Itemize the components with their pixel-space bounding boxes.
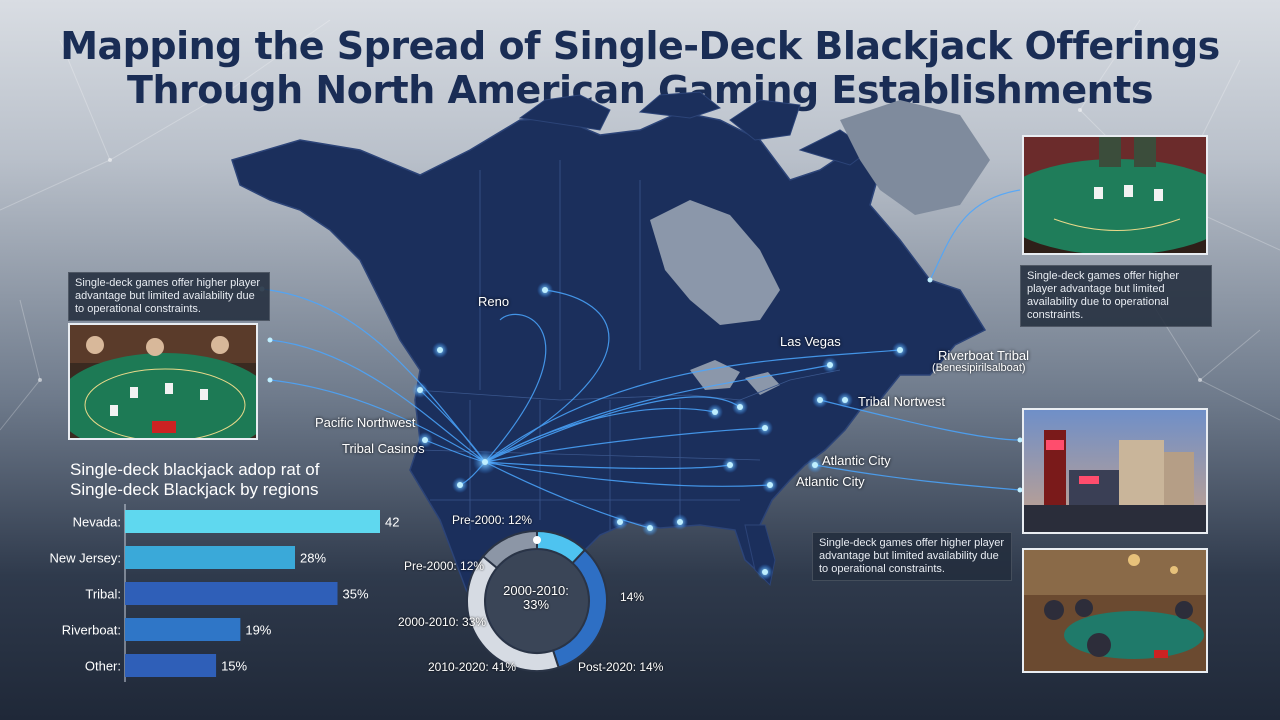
title-line-1: Mapping the Spread of Single-Deck Blackj… [60, 24, 1220, 68]
bar-value-label: 35% [343, 587, 369, 602]
connector-lines [261, 189, 1021, 529]
photo-table-right [1022, 135, 1208, 255]
casino-points [259, 277, 1023, 580]
donut-marker [533, 536, 541, 544]
bar-2 [125, 582, 338, 605]
title-line-2: Through North American Gaming Establishm… [127, 68, 1153, 112]
donut-hole [486, 550, 588, 652]
bar-value-label: 19% [245, 623, 271, 638]
bar-chart-title: Single-deck blackjack adop rat of Single… [70, 460, 320, 499]
label-tribal-casinos: Tribal Casinos [342, 441, 425, 456]
page-title: Mapping the Spread of Single-Deck Blackj… [0, 24, 1280, 112]
casino-exterior-icon [1024, 410, 1206, 532]
casino-room-icon [1024, 550, 1206, 671]
donut-label-pre2000: Pre-2000: 12% [404, 559, 485, 573]
donut-center-label: 2000-2010: 33% [503, 583, 569, 612]
blackjack-table-icon-right [1024, 137, 1206, 253]
donut-label-14: 14% [620, 590, 645, 604]
bar-category-label: Tribal: [85, 587, 121, 602]
photo-casino-exterior [1022, 408, 1208, 534]
note-right-bottom: Single-deck games offer higher player ad… [812, 532, 1012, 581]
bar-0 [125, 510, 380, 533]
bar-4 [125, 654, 217, 677]
blackjack-table-icon [70, 325, 256, 438]
bar-value-label: 15% [221, 659, 247, 674]
label-atlantic-city-2: Atlantic City [796, 474, 865, 489]
bar-chart: Nevada: 42% New Jersey: 28% Tribal: 35% Riverb… [49, 504, 400, 682]
donut-chart [466, 529, 608, 672]
bar-category-label: Nevada: [73, 515, 121, 530]
arctic-islands [518, 91, 871, 166]
note-left: Single-deck games offer higher player ad… [68, 272, 270, 321]
label-tribal-nortwest: Tribal Nortwest [858, 394, 945, 409]
bar-3 [125, 618, 241, 641]
bar-1 [125, 546, 295, 569]
donut-label-post2020: Post-2020: 14% [578, 660, 664, 674]
greenland [840, 100, 990, 215]
label-riverboat-tribal: Riverboat Tribal [938, 348, 1030, 363]
donut-label-2000-2010: 2000-2010: 33% [398, 615, 487, 629]
bar-category-label: Other: [85, 659, 121, 674]
note-right-top: Single-deck games offer higher player ad… [1020, 265, 1212, 327]
label-las-vegas: Las Vegas [780, 334, 841, 349]
bar-category-label: New Jersey: [49, 551, 121, 566]
label-reno: Reno [478, 294, 510, 309]
donut-label-2010-2020: 2010-2020: 41% [428, 660, 517, 674]
bar-value-label: 42% [385, 515, 400, 530]
photo-casino-room [1022, 548, 1208, 673]
label-riverboat-sub: (Benesipirilsalboat) [932, 362, 1026, 374]
bar-category-label: Riverboat: [62, 623, 121, 638]
label-pacific-northwest: Pacific Northwest [315, 415, 416, 430]
donut-label-pre2000-top: Pre-2000: 12% [452, 513, 533, 527]
photo-table-left [68, 323, 258, 440]
label-atlantic-city-1: Atlantic City [822, 453, 891, 468]
hudson-bay [650, 200, 780, 325]
bar-value-label: 28% [300, 551, 326, 566]
